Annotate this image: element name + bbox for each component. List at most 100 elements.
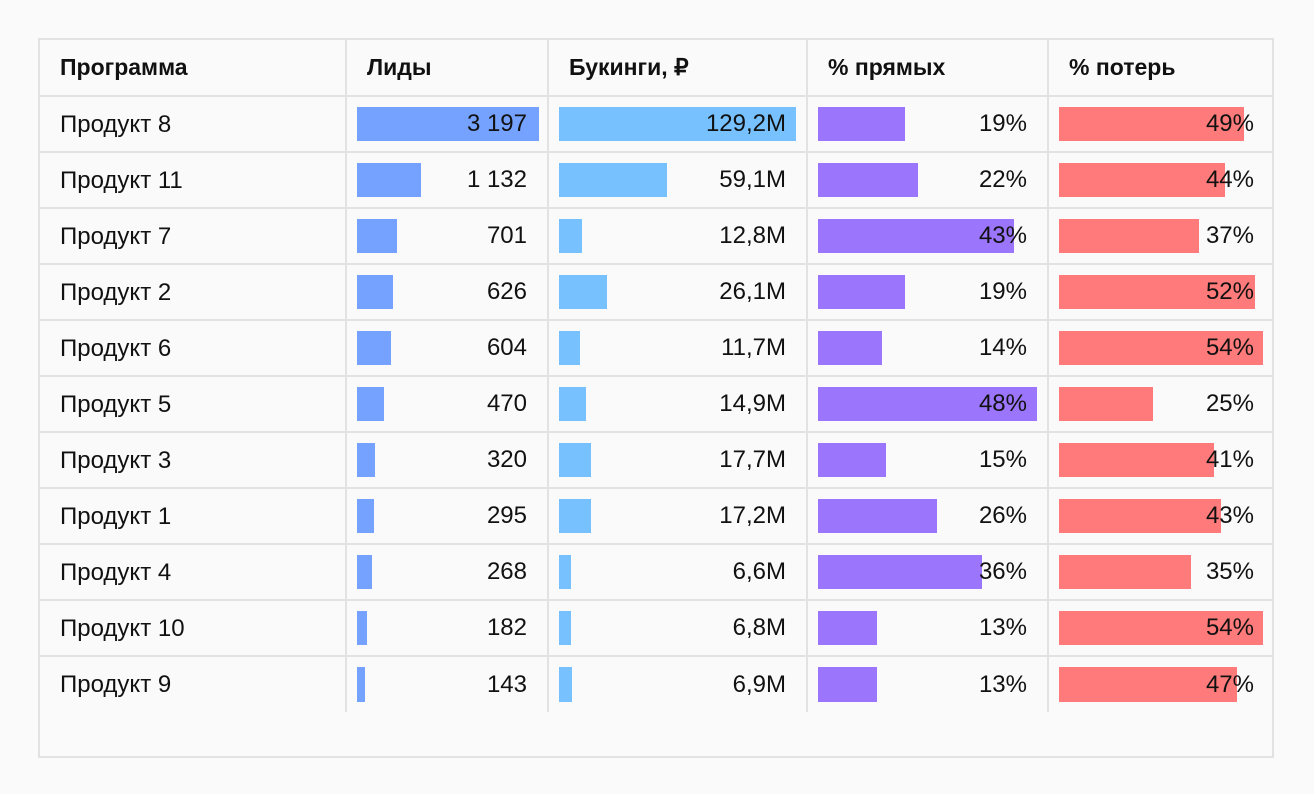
leads-cell-content: 701 <box>357 219 527 253</box>
program-name-cell: Продукт 4 <box>40 543 347 601</box>
leads-bar <box>357 555 372 589</box>
bookings-value-label: 17,2M <box>719 502 786 529</box>
bookings-value-label: 14,9M <box>719 390 786 417</box>
header-row: Программа Лиды Букинги, ₽ % прямых % пот… <box>40 40 1274 97</box>
table-row[interactable]: Продукт 6 604 11,7M 14% 54% <box>40 319 1274 377</box>
program-name-cell: Продукт 2 <box>40 263 347 321</box>
leads-cell: 1 132 <box>345 151 549 209</box>
program-name-cell: Продукт 7 <box>40 207 347 265</box>
leads-cell-content: 182 <box>357 611 527 645</box>
bookings-cell: 11,7M <box>547 319 808 377</box>
loss-cell: 37% <box>1047 207 1274 265</box>
loss-value-label: 47% <box>1205 670 1254 698</box>
bookings-bar <box>559 667 572 702</box>
direct-value-label: 22% <box>978 166 1027 193</box>
leads-value-label: 604 <box>486 334 527 361</box>
loss-cell-content: 44% <box>1059 163 1254 197</box>
loss-value-label: 37% <box>1205 222 1254 249</box>
loss-bar <box>1059 611 1263 645</box>
bookings-cell: 6,8M <box>547 599 808 657</box>
table-row[interactable]: Продукт 3 320 17,7M 15% 41% <box>40 431 1274 489</box>
direct-bar <box>818 667 877 702</box>
direct-value-label: 19% <box>978 278 1027 305</box>
direct-value-label: 15% <box>978 446 1027 473</box>
leads-cell: 268 <box>345 543 549 601</box>
leads-cell-content: 3 197 <box>357 107 539 141</box>
bookings-cell: 14,9M <box>547 375 808 433</box>
direct-bar <box>818 219 1014 253</box>
direct-cell-content: 13% <box>818 667 1027 702</box>
table-row[interactable]: Продукт 11 1 132 59,1M 22% 44% <box>40 151 1274 209</box>
bookings-cell-content: 6,6M <box>559 555 786 589</box>
bookings-value-label: 59,1M <box>719 166 786 193</box>
direct-cell: 22% <box>806 151 1049 209</box>
leads-cell-content: 295 <box>357 499 527 533</box>
direct-value-label: 13% <box>978 670 1027 698</box>
loss-value-label: 52% <box>1205 278 1254 305</box>
loss-bar <box>1059 443 1214 477</box>
leads-value-label: 626 <box>486 278 527 305</box>
loss-cell: 54% <box>1047 319 1274 377</box>
loss-bar <box>1059 499 1221 533</box>
table-row[interactable]: Продукт 1 295 17,2M 26% 43% <box>40 487 1274 545</box>
bookings-bar <box>559 107 796 141</box>
table-row[interactable]: Продукт 8 3 197 129,2M 19% 49% <box>40 95 1274 153</box>
leads-cell: 182 <box>345 599 549 657</box>
program-name-cell: Продукт 1 <box>40 487 347 545</box>
loss-bar <box>1059 107 1244 141</box>
column-header-loss-percent[interactable]: % потерь <box>1047 40 1274 97</box>
bookings-cell-content: 17,7M <box>559 443 786 477</box>
direct-cell: 14% <box>806 319 1049 377</box>
direct-value-label: 43% <box>978 222 1027 249</box>
table-row[interactable]: Продукт 2 626 26,1M 19% 52% <box>40 263 1274 321</box>
leads-cell-content: 626 <box>357 275 527 309</box>
loss-cell-content: 41% <box>1059 443 1254 477</box>
program-name-cell: Продукт 5 <box>40 375 347 433</box>
column-header-program[interactable]: Программа <box>40 40 347 97</box>
leads-cell-content: 1 132 <box>357 163 527 197</box>
leads-cell-content: 320 <box>357 443 527 477</box>
table-row[interactable]: Продукт 5 470 14,9M 48% 25% <box>40 375 1274 433</box>
loss-cell: 41% <box>1047 431 1274 489</box>
bookings-cell-content: 17,2M <box>559 499 786 533</box>
loss-cell-content: 25% <box>1059 387 1254 421</box>
leads-bar <box>357 331 391 365</box>
leads-cell: 604 <box>345 319 549 377</box>
leads-bar <box>357 667 365 702</box>
direct-value-label: 48% <box>978 390 1027 417</box>
program-name-cell: Продукт 11 <box>40 151 347 209</box>
loss-cell-content: 47% <box>1059 667 1254 702</box>
column-header-leads[interactable]: Лиды <box>345 40 549 97</box>
loss-cell: 25% <box>1047 375 1274 433</box>
leads-cell: 143 <box>345 655 549 712</box>
column-header-direct-percent[interactable]: % прямых <box>806 40 1049 97</box>
leads-bar <box>357 387 384 421</box>
leads-value-label: 182 <box>486 614 527 641</box>
bookings-value-label: 17,7M <box>719 446 786 473</box>
loss-cell: 49% <box>1047 95 1274 153</box>
loss-cell: 54% <box>1047 599 1274 657</box>
leads-cell: 470 <box>345 375 549 433</box>
leads-cell: 3 197 <box>345 95 549 153</box>
bookings-cell: 17,2M <box>547 487 808 545</box>
bookings-value-label: 6,9M <box>732 670 786 698</box>
leads-bar <box>357 611 367 645</box>
bookings-cell-content: 11,7M <box>559 331 786 365</box>
table-row[interactable]: Продукт 4 268 6,6M 36% 35% <box>40 543 1274 601</box>
loss-cell: 44% <box>1047 151 1274 209</box>
leads-cell-content: 604 <box>357 331 527 365</box>
direct-bar <box>818 555 982 589</box>
bookings-cell: 17,7M <box>547 431 808 489</box>
table-body: Продукт 8 3 197 129,2M 19% 49% Продукт 11 1 13… <box>40 95 1274 712</box>
table-row[interactable]: Продукт 10 182 6,8M 13% 54% <box>40 599 1274 657</box>
loss-value-label: 41% <box>1205 446 1254 473</box>
loss-bar <box>1059 275 1255 309</box>
leads-bar <box>357 163 421 197</box>
leads-value-label: 470 <box>486 390 527 417</box>
leads-value-label: 143 <box>486 670 527 698</box>
table-row[interactable]: Продукт 9 143 6,9M 13% 47% <box>40 655 1274 712</box>
column-header-bookings[interactable]: Букинги, ₽ <box>547 40 808 97</box>
bookings-bar <box>559 275 607 309</box>
table-row[interactable]: Продукт 7 701 12,8M 43% 37% <box>40 207 1274 265</box>
leads-bar <box>357 107 539 141</box>
